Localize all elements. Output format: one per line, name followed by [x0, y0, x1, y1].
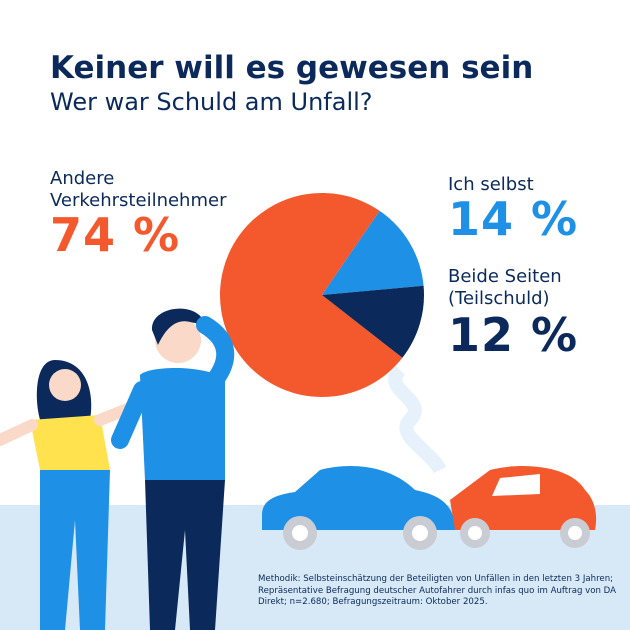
title: Keiner will es gewesen sein — [50, 50, 534, 86]
woman — [0, 360, 156, 630]
value-label: 74 % — [50, 208, 181, 262]
blue-car — [262, 466, 455, 550]
smoke — [388, 365, 447, 474]
value-label: 12 % — [448, 308, 579, 362]
pie-slice — [220, 193, 403, 398]
category-label: Ich selbst — [448, 174, 534, 195]
category-label: Beide Seiten (Teilschuld) — [448, 266, 562, 309]
category-label: Andere Verkehrsteilnehmer — [50, 168, 227, 211]
subtitle: Wer war Schuld am Unfall? — [50, 88, 373, 116]
man — [111, 308, 235, 630]
orange-car — [450, 466, 597, 548]
pie-slice — [322, 210, 424, 295]
value-label: 14 % — [448, 192, 579, 246]
pie — [220, 193, 424, 398]
footnote: Methodik: Selbsteinschätzung der Beteili… — [258, 574, 617, 607]
pie-slice — [322, 285, 424, 358]
